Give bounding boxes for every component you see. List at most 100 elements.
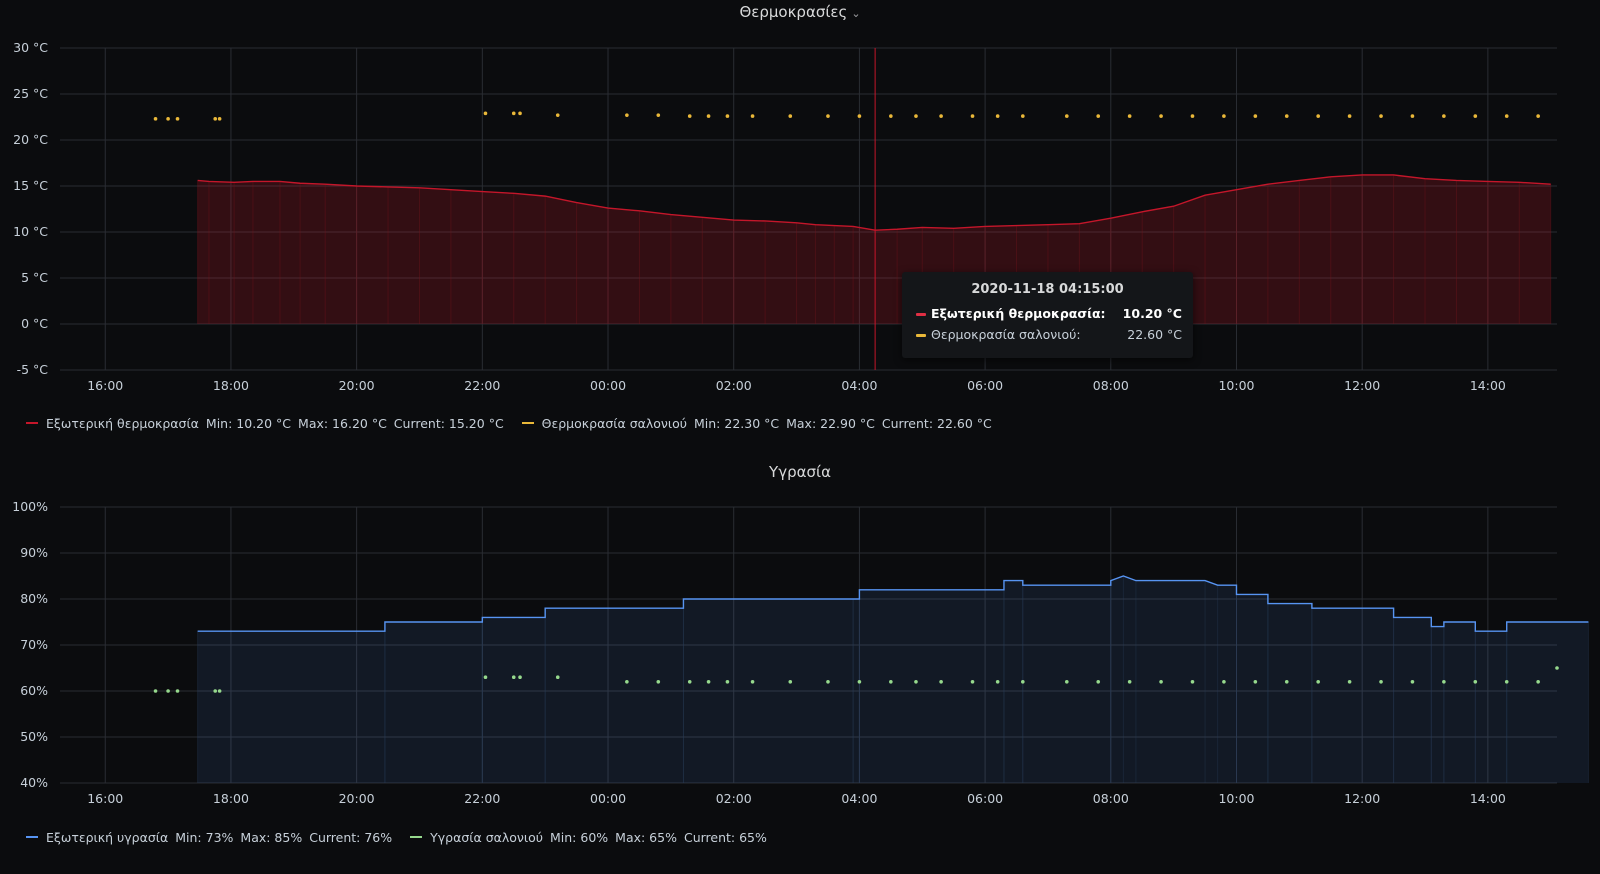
series-point xyxy=(1253,680,1258,684)
panel-title-humidity[interactable]: Υγρασία xyxy=(0,463,1600,481)
legend-min: Min: 22.30 °C xyxy=(694,415,780,431)
series-point xyxy=(1473,680,1478,684)
series-point xyxy=(1316,114,1320,118)
series-point xyxy=(166,117,170,121)
legend-item-livingroom-humidity[interactable]: Υγρασία σαλονιού Min: 60% Max: 65% Curre… xyxy=(410,830,767,845)
series-point xyxy=(889,680,893,684)
y-tick-label: 0 °C xyxy=(21,316,48,331)
series-point xyxy=(483,111,488,116)
series-point xyxy=(1536,114,1540,118)
legend-series-name[interactable]: Υγρασία σαλονιού xyxy=(430,829,543,845)
y-tick-label: -5 °C xyxy=(17,362,49,377)
legend-series-name[interactable]: Εξωτερική θερμοκρασία xyxy=(46,415,199,431)
humidity-panel: Υγρασία 40% 50% 60% 70% 80% 90% 100% 16:00 18:00… xyxy=(0,458,1600,874)
x-tick-label: 00:00 xyxy=(590,378,626,393)
chevron-down-icon[interactable]: ⌄ xyxy=(851,7,861,20)
series-point xyxy=(483,675,488,679)
series-point xyxy=(217,117,222,121)
legend-max: Max: 16.20 °C xyxy=(298,415,387,431)
y-tick-label: 40% xyxy=(20,775,48,790)
legend-item-outdoor-humidity[interactable]: Εξωτερική υγρασία Min: 73% Max: 85% Curr… xyxy=(26,830,392,845)
x-tick-label: 02:00 xyxy=(716,378,752,393)
series-point xyxy=(1284,114,1289,118)
tooltip-series-value: 10.20 °C xyxy=(1122,306,1182,321)
x-tick-label: 12:00 xyxy=(1344,791,1380,806)
x-tick-label: 18:00 xyxy=(213,378,249,393)
series-point xyxy=(625,680,629,684)
series-point xyxy=(687,680,692,684)
legend-item-livingroom-temp[interactable]: Θερμοκρασία σαλονιού Min: 22.30 °C Max: … xyxy=(521,415,992,431)
series-point xyxy=(1536,680,1540,684)
series-area-fill xyxy=(197,576,1589,783)
series-point xyxy=(826,114,830,118)
series-line xyxy=(197,174,1551,231)
series-point xyxy=(995,680,1000,684)
legend-min: Min: 60% xyxy=(550,829,609,845)
x-tick-label: 06:00 xyxy=(967,378,1003,393)
series-point xyxy=(788,114,793,118)
x-tick-label: 22:00 xyxy=(464,378,500,393)
temperature-legend: Εξωτερική θερμοκρασία Min: 10.20 °C Max:… xyxy=(26,412,1006,431)
y-tick-label: 100% xyxy=(12,499,48,514)
series-point xyxy=(939,680,943,684)
series-line xyxy=(197,575,1589,632)
series-point xyxy=(555,675,560,679)
series-color-swatch xyxy=(916,334,926,337)
series-point xyxy=(213,689,218,693)
x-tick-label: 10:00 xyxy=(1218,791,1254,806)
legend-series-name[interactable]: Θερμοκρασία σαλονιού xyxy=(541,415,687,431)
series-point xyxy=(625,113,629,117)
panel-title-temperature[interactable]: Θερμοκρασίες ⌄ xyxy=(0,3,1600,21)
series-point xyxy=(153,689,158,693)
x-tick-label: 02:00 xyxy=(716,791,752,806)
x-tick-label: 22:00 xyxy=(464,791,500,806)
series-point xyxy=(857,680,862,684)
y-tick-label: 70% xyxy=(20,637,48,652)
series-area-fill xyxy=(197,174,1551,324)
series-point xyxy=(555,113,560,117)
legend-max: Max: 22.90 °C xyxy=(786,415,875,431)
legend-swatch xyxy=(410,836,423,838)
series-point xyxy=(1127,680,1132,684)
x-tick-label: 06:00 xyxy=(967,791,1003,806)
legend-series-name[interactable]: Εξωτερική υγρασία xyxy=(46,829,169,845)
series-point xyxy=(889,114,893,118)
temperature-chart[interactable]: -5 °C 0 °C 5 °C 10 °C 15 °C 20 °C 25 °C 30 °C 16… xyxy=(0,0,1600,400)
x-tick-label: 16:00 xyxy=(87,791,123,806)
temperature-panel: Θερμοκρασίες ⌄ -5 °C 0 °C 5 °C 10 °C 15 °C 20 … xyxy=(0,0,1600,431)
series-point xyxy=(1096,680,1101,684)
series-point xyxy=(1190,680,1195,684)
series-point xyxy=(1410,114,1415,118)
chart-tooltip: 2020-11-18 04:15:00 Εξωτερική θερμοκρασί… xyxy=(902,272,1193,358)
legend-swatch xyxy=(26,422,38,424)
series-point xyxy=(826,680,830,684)
x-tick-label: 18:00 xyxy=(213,791,249,806)
legend-swatch xyxy=(521,422,534,424)
series-point xyxy=(725,680,730,684)
series-point xyxy=(706,114,711,118)
series-point xyxy=(1442,680,1446,684)
legend-current: Current: 76% xyxy=(309,829,393,845)
tooltip-row-livingroom: Θερμοκρασία σαλονιού: 22.60 °C xyxy=(916,326,1182,344)
series-point xyxy=(970,114,975,118)
series-point xyxy=(217,689,222,693)
series-point xyxy=(213,117,218,121)
legend-item-outdoor-temp[interactable]: Εξωτερική θερμοκρασία Min: 10.20 °C Max:… xyxy=(26,416,504,431)
y-tick-label: 5 °C xyxy=(21,270,48,285)
series-point xyxy=(1253,114,1258,118)
y-tick-label: 30 °C xyxy=(13,40,48,55)
series-point xyxy=(788,680,793,684)
series-point xyxy=(1410,680,1415,684)
humidity-chart[interactable]: 40% 50% 60% 70% 80% 90% 100% 16:00 18:00 20:00 22:… xyxy=(0,458,1600,818)
series-point xyxy=(1379,680,1383,684)
x-tick-label: 10:00 xyxy=(1218,378,1254,393)
series-point xyxy=(914,680,918,684)
series-point xyxy=(1064,114,1069,118)
series-point xyxy=(1127,114,1132,118)
series-point xyxy=(1096,114,1101,118)
series-point xyxy=(750,680,755,684)
tooltip-series-value: 22.60 °C xyxy=(1127,327,1182,342)
series-point xyxy=(687,114,692,118)
series-point xyxy=(1504,680,1509,684)
legend-current: Current: 22.60 °C xyxy=(881,415,992,431)
